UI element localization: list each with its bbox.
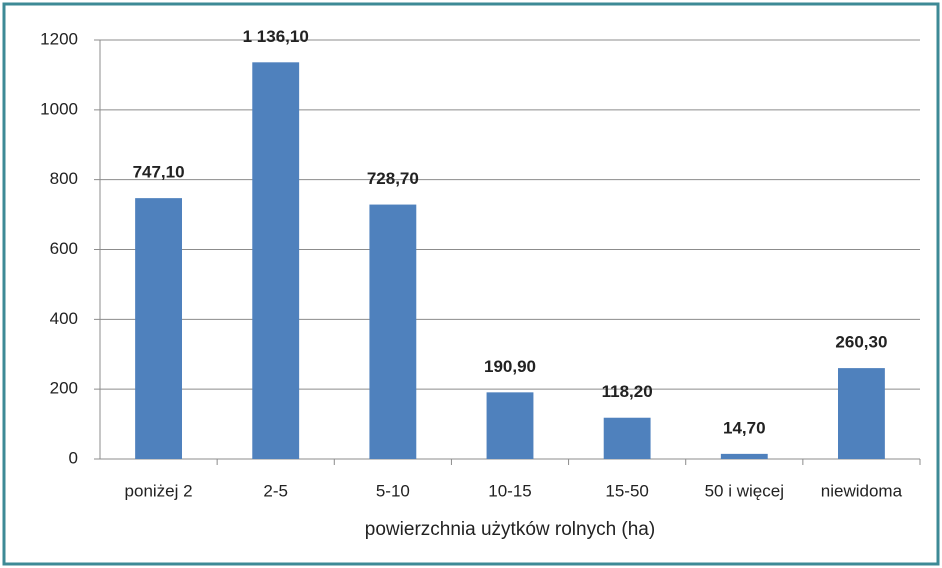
data-label: 1 136,10 [243,27,309,46]
x-tick-label: 15-50 [605,481,648,500]
data-label: 190,90 [484,357,536,376]
bar [720,453,768,459]
x-tick-label: 10-15 [488,481,531,500]
bar [838,368,885,459]
y-tick-label: 400 [50,309,78,328]
y-tick-label: 600 [50,239,78,258]
data-label: 728,70 [367,169,419,188]
bar [135,198,182,460]
x-tick-label: poniżej 2 [125,481,193,500]
y-tick-label: 0 [69,448,78,467]
x-tick-label: 2-5 [263,481,288,500]
bar [486,392,534,459]
x-axis-label: powierzchnia użytków rolnych (ha) [365,519,655,540]
bar [369,204,417,459]
x-tick-label: 50 i więcej [705,481,784,500]
y-tick-label: 1200 [40,29,78,48]
data-label: 747,10 [133,163,185,182]
x-tick-label: niewidoma [821,481,903,500]
data-label: 118,20 [602,382,653,401]
data-label: 14,70 [723,418,766,437]
y-tick-label: 1000 [40,99,78,118]
bar [252,62,300,460]
x-tick-label: 5-10 [376,481,410,500]
data-label: 260,30 [835,333,887,352]
bar [603,417,651,459]
y-tick-label: 200 [50,379,78,398]
y-tick-label: 800 [50,169,78,188]
